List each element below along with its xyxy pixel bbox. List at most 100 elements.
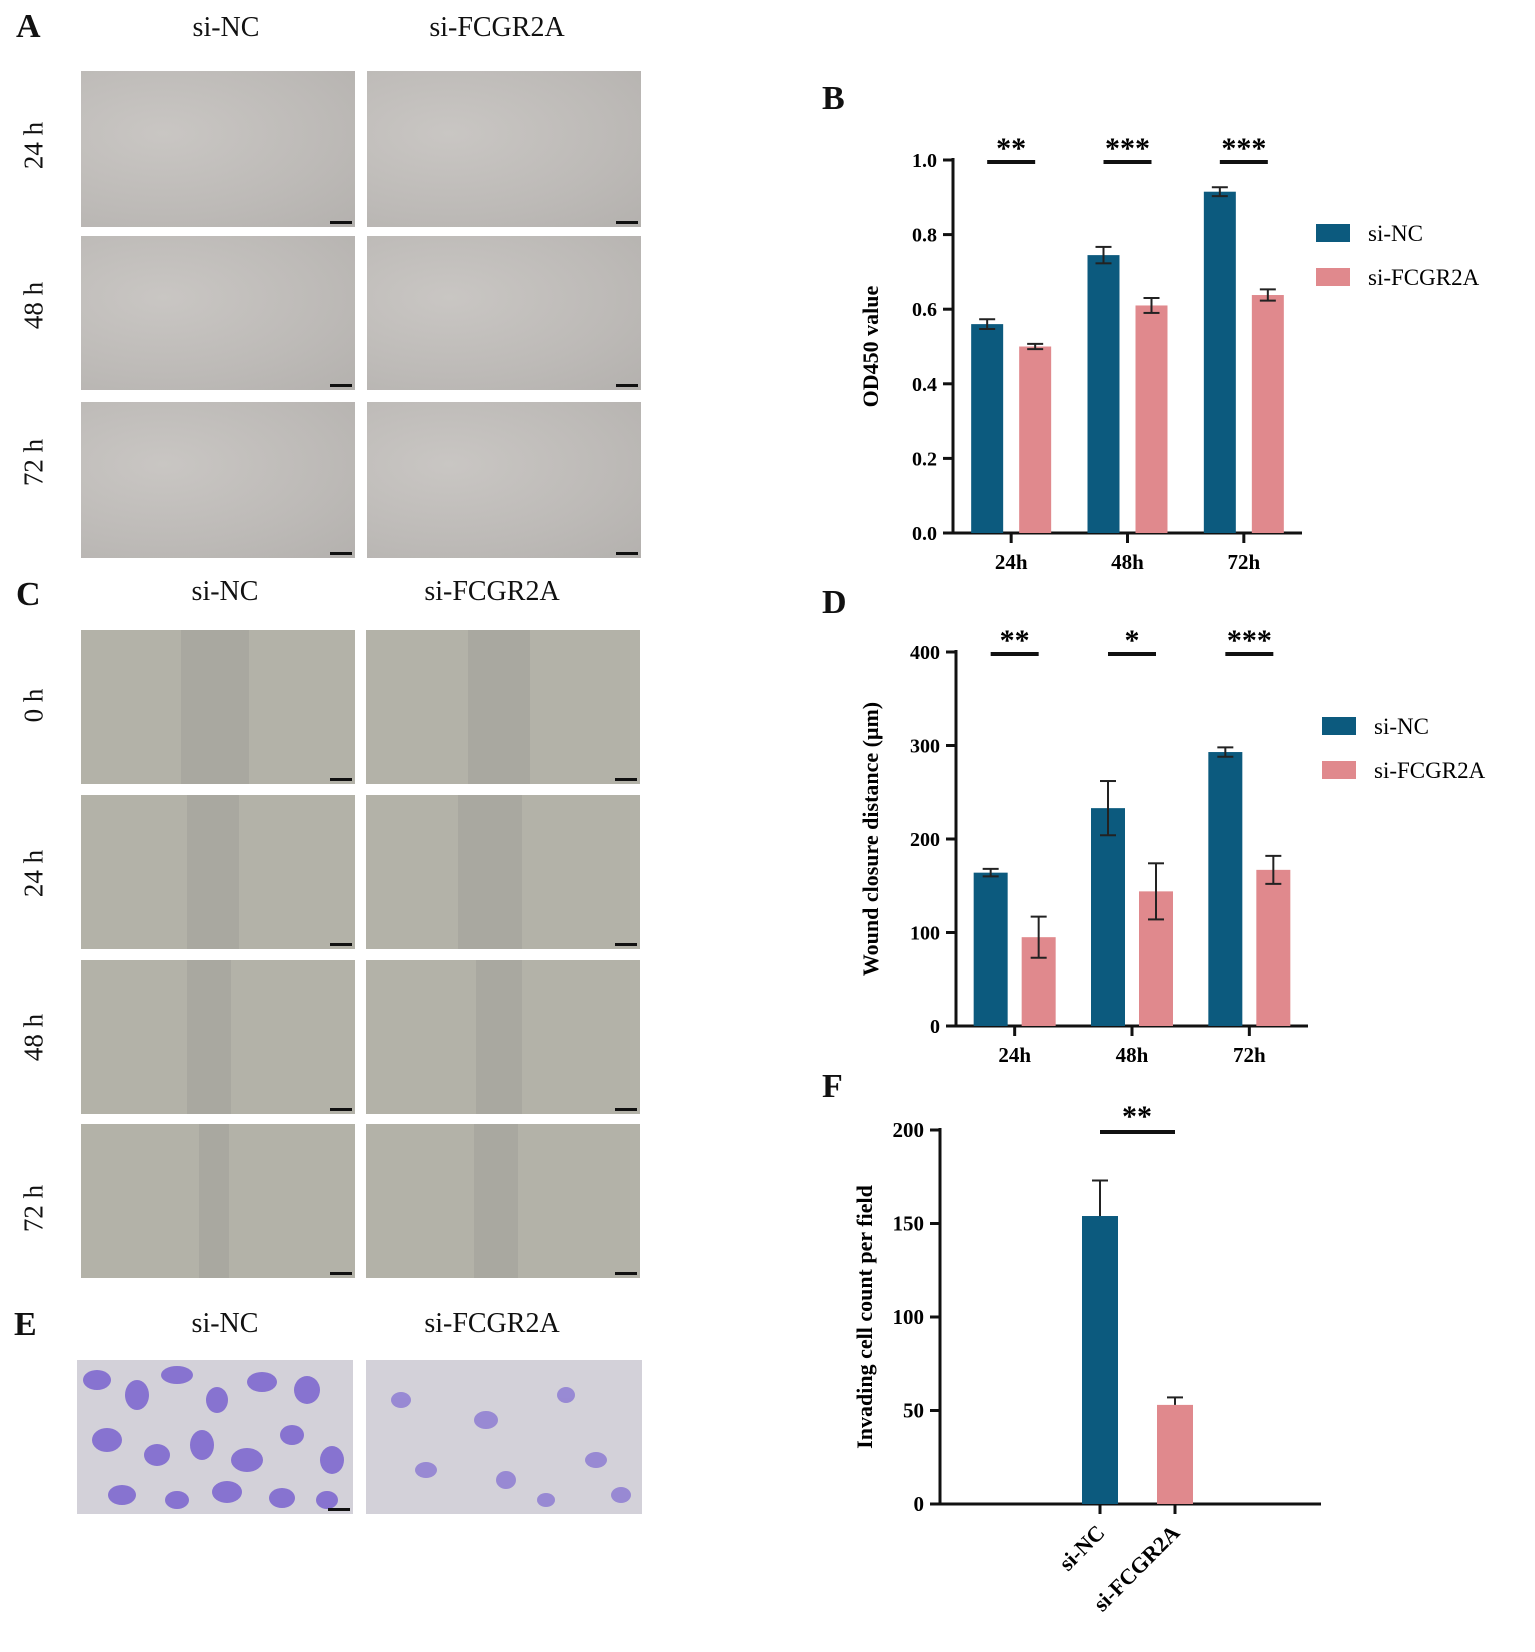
legend-swatch-si-nc: [1322, 717, 1356, 735]
panel-a-col-label-si-fcgr2a: si-FCGR2A: [429, 12, 565, 43]
x-tick-label: si-NC: [1054, 1520, 1110, 1576]
chart-b-od450: 0.0 0.2 0.4 0.6 0.8 1.0 OD450 value 24h ** 48h ***…: [858, 132, 1480, 574]
y-axis-label: OD450 value: [858, 285, 883, 407]
micrograph-c-si-nc-72h: [81, 1124, 355, 1278]
scale-bar: [615, 1108, 637, 1111]
panel-letter-c: C: [16, 576, 41, 613]
scale-bar: [615, 778, 637, 781]
bar-si-nc-48h: [1087, 255, 1120, 534]
legend-label-si-fcgr2a: si-FCGR2A: [1368, 265, 1480, 290]
bar-si-nc-24h: [971, 324, 1004, 533]
scale-bar: [616, 552, 638, 555]
significance-marker: **: [1000, 624, 1030, 657]
bar-si-nc-72h: [1203, 191, 1236, 533]
scale-bar: [330, 384, 352, 387]
chart-d-wound-closure: 0 100 200 300 400 Wound closure distance (μm)…: [858, 624, 1486, 1067]
bar-si-fcgr2a-72h: [1256, 869, 1291, 1026]
bar-si-nc: [1082, 1216, 1118, 1504]
significance-marker: **: [996, 132, 1026, 165]
panel-letter-b: B: [822, 80, 845, 117]
x-tick-label: 48h: [1116, 1043, 1149, 1067]
y-tick-label: 200: [893, 1118, 925, 1142]
micrograph-c-si-fcgr2a-72h: [366, 1124, 640, 1278]
x-tick-label: 48h: [1111, 550, 1144, 574]
panel-letter-f: F: [822, 1068, 843, 1105]
scale-bar: [615, 1272, 637, 1275]
micrograph-a-si-fcgr2a-48h: [367, 236, 641, 390]
y-tick-label: 0: [930, 1016, 940, 1038]
scale-bar: [330, 943, 352, 946]
y-tick-label: 0.8: [912, 225, 937, 247]
panel-a-col-label-si-nc: si-NC: [192, 12, 260, 43]
micrograph-e-si-fcgr2a: [366, 1360, 642, 1514]
panel-c-col-label-si-fcgr2a: si-FCGR2A: [424, 576, 560, 607]
panel-c-col-label-si-nc: si-NC: [191, 576, 259, 607]
panel-letter-e: E: [14, 1306, 37, 1343]
micrograph-c-si-nc-48h: [81, 960, 355, 1114]
panel-c-row-label-24h: 24 h: [18, 849, 49, 898]
x-tick-label: 72h: [1227, 550, 1260, 574]
bar-si-fcgr2a-24h: [1019, 346, 1052, 533]
significance-marker: ***: [1221, 132, 1266, 165]
y-tick-label: 50: [903, 1399, 924, 1423]
chart-f-invading-cells: 0 50 100 150 200 Invading cell count per fiel…: [852, 1100, 1321, 1616]
scale-bar: [616, 384, 638, 387]
legend-label-si-fcgr2a: si-FCGR2A: [1374, 758, 1486, 783]
scale-bar: [330, 552, 352, 555]
legend-swatch-si-fcgr2a: [1322, 761, 1356, 779]
scale-bar: [330, 1108, 352, 1111]
bar-si-nc-24h: [973, 872, 1008, 1026]
stained-cells-si-fcgr2a: [391, 1387, 631, 1507]
scale-bar: [330, 778, 352, 781]
y-tick-label: 0.4: [912, 374, 937, 396]
micrograph-a-si-fcgr2a-72h: [367, 402, 641, 558]
significance-marker: ***: [1105, 132, 1150, 165]
bar-si-nc-48h: [1091, 808, 1125, 1026]
x-tick-label: 24h: [995, 550, 1028, 574]
micrograph-c-si-nc-24h: [81, 795, 355, 949]
bar-si-fcgr2a-48h: [1135, 305, 1168, 533]
y-tick-label: 100: [893, 1305, 925, 1329]
y-tick-label: 1.0: [912, 150, 937, 172]
panel-c-row-label-72h: 72 h: [18, 1184, 49, 1233]
legend-swatch-si-fcgr2a: [1316, 268, 1350, 286]
micrograph-c-si-fcgr2a-0h: [366, 630, 640, 784]
y-tick-label: 200: [910, 829, 940, 851]
scale-bar: [330, 221, 352, 224]
micrograph-a-si-nc-24h: [81, 71, 355, 227]
y-tick-label: 300: [910, 736, 940, 758]
y-tick-label: 0.2: [912, 448, 937, 470]
significance-marker: **: [1122, 1100, 1152, 1133]
panel-e-col-label-si-fcgr2a: si-FCGR2A: [424, 1308, 560, 1339]
micrograph-a-si-fcgr2a-24h: [367, 71, 641, 227]
significance-marker: *: [1125, 624, 1140, 657]
y-tick-label: 150: [893, 1212, 925, 1236]
micrograph-a-si-nc-48h: [81, 236, 355, 390]
y-axis-label: Invading cell count per field: [852, 1185, 877, 1449]
y-axis-label: Wound closure distance (μm): [858, 702, 883, 976]
micrograph-e-si-nc: [77, 1360, 353, 1514]
scale-bar: [330, 1272, 352, 1275]
bar-si-nc-72h: [1208, 752, 1243, 1026]
stained-cells-si-nc: [83, 1366, 344, 1509]
micrograph-a-si-nc-72h: [81, 402, 355, 558]
micrograph-c-si-nc-0h: [81, 630, 355, 784]
significance-marker: ***: [1227, 624, 1272, 657]
panel-e-col-label-si-nc: si-NC: [191, 1308, 259, 1339]
scale-bar: [616, 221, 638, 224]
panel-letter-a: A: [16, 8, 41, 45]
bar-si-fcgr2a-72h: [1251, 295, 1284, 533]
panel-c-row-label-0h: 0 h: [18, 688, 49, 723]
panel-letter-d: D: [822, 584, 847, 621]
legend-label-si-nc: si-NC: [1374, 714, 1429, 739]
micrograph-c-si-fcgr2a-48h: [366, 960, 640, 1114]
panel-a-row-label-72h: 72 h: [18, 438, 49, 487]
y-tick-label: 400: [910, 642, 940, 664]
legend-swatch-si-nc: [1316, 224, 1350, 242]
panel-c-row-label-48h: 48 h: [18, 1013, 49, 1062]
y-tick-label: 100: [910, 923, 940, 945]
y-tick-label: 0.6: [912, 299, 937, 321]
micrograph-c-si-fcgr2a-24h: [366, 795, 640, 949]
y-tick-label: 0: [914, 1492, 925, 1516]
scale-bar: [615, 943, 637, 946]
